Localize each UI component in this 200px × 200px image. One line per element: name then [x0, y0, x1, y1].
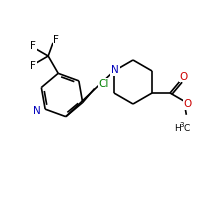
- Text: H: H: [174, 124, 181, 133]
- Text: N: N: [33, 106, 41, 116]
- Text: C: C: [183, 124, 190, 133]
- Text: O: O: [179, 72, 187, 82]
- Text: 3: 3: [179, 122, 184, 128]
- Text: N: N: [111, 65, 119, 75]
- Text: Cl: Cl: [99, 79, 109, 89]
- Text: F: F: [30, 41, 36, 51]
- Text: O: O: [184, 99, 192, 109]
- Text: F: F: [53, 35, 59, 45]
- Text: F: F: [30, 61, 36, 71]
